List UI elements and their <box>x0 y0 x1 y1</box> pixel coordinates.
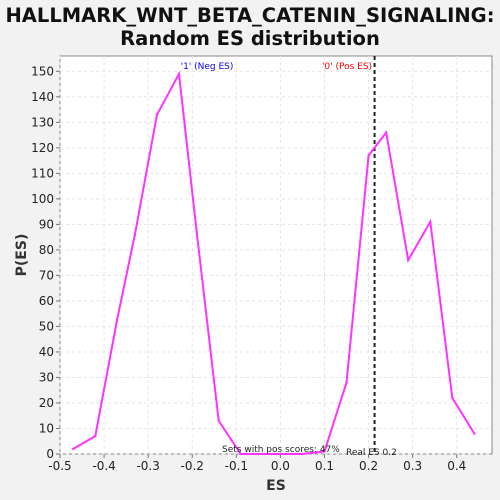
x-tick-label: -0.2 <box>181 459 204 473</box>
y-tick-label: 70 <box>39 268 54 282</box>
data-point <box>345 381 348 384</box>
data-point <box>301 452 304 456</box>
y-tick-label: 100 <box>31 192 54 206</box>
data-point <box>451 396 454 400</box>
x-tick-label: -0.1 <box>225 459 248 473</box>
x-tick-label: 0.1 <box>315 459 334 473</box>
data-point <box>385 131 388 134</box>
y-tick-label: 130 <box>31 115 54 129</box>
x-tick-label: -0.5 <box>48 459 71 473</box>
y-tick-label: 60 <box>39 294 54 308</box>
pos-es-label: '0' (Pos ES) <box>322 62 372 72</box>
plot-area <box>59 55 493 455</box>
x-tick-label: 0.3 <box>403 459 422 473</box>
data-point <box>367 154 370 157</box>
data-point <box>155 113 159 116</box>
y-tick-label: 0 <box>46 447 54 461</box>
grid-lines <box>59 56 492 455</box>
y-tick-label: 80 <box>39 243 54 257</box>
y-tick-label: 30 <box>39 370 54 384</box>
y-tick-label: 140 <box>31 90 54 104</box>
data-point <box>116 317 119 320</box>
x-tick-label: 0.2 <box>359 459 378 473</box>
x-tick-label: 0.4 <box>447 459 466 473</box>
y-axis-ticks: 0 10 20 30 40 50 60 70 80 90 100 110 120 130 140 150 <box>31 64 60 461</box>
data-point <box>195 230 198 234</box>
data-point <box>323 450 326 453</box>
y-tick-label: 110 <box>31 166 54 180</box>
y-tick-label: 10 <box>39 421 54 435</box>
y-tick-label: 90 <box>39 217 54 231</box>
x-tick-label: -0.3 <box>136 459 159 473</box>
data-point <box>94 434 97 438</box>
series-line <box>72 70 476 455</box>
real-es-annotation: Real ES 0.2 <box>346 448 397 458</box>
neg-es-label: '1' (Neg ES) <box>181 62 234 72</box>
data-point <box>239 452 242 456</box>
x-axis-ticks: -0.5 -0.4 -0.3 -0.2 -0.1 0.0 0.1 0.2 0.3 0.4 <box>48 454 466 473</box>
data-point <box>279 452 282 456</box>
data-point <box>407 258 410 262</box>
data-point <box>133 233 137 236</box>
y-tick-label: 150 <box>31 64 54 78</box>
data-point <box>217 419 220 423</box>
y-axis-label: P(ES) <box>14 234 30 277</box>
y-tick-label: 50 <box>39 319 54 333</box>
data-point <box>72 447 75 451</box>
x-tick-label: 0.0 <box>271 459 290 473</box>
chart-title-line-1: HALLMARK_WNT_BETA_CATENIN_SIGNALING: <box>5 4 495 27</box>
x-tick-label: -0.4 <box>92 459 115 473</box>
y-tick-label: 40 <box>39 345 54 359</box>
y-tick-label: 20 <box>39 396 54 410</box>
y-tick-label: 120 <box>31 141 54 155</box>
pos-scores-annotation: Sets with pos scores: 47% <box>222 445 340 455</box>
data-point <box>429 220 432 224</box>
chart-title-line-2: Random ES distribution <box>120 27 380 50</box>
x-axis-label: ES <box>266 478 286 494</box>
series-points <box>72 72 476 456</box>
data-point <box>257 452 260 456</box>
data-point <box>177 72 181 76</box>
data-point <box>473 432 476 435</box>
